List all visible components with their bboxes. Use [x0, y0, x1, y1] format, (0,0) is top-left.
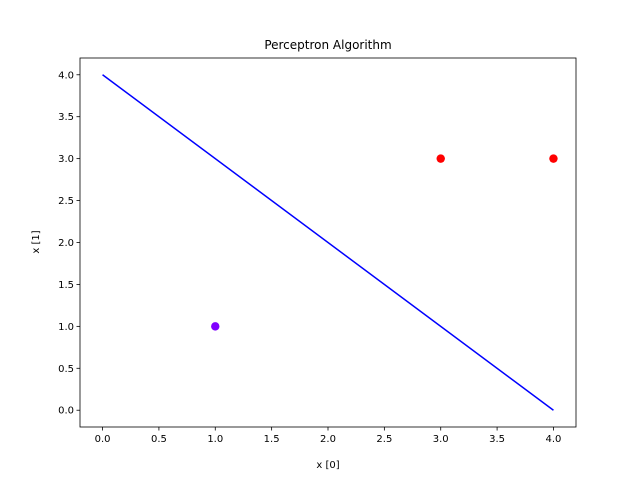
y-tick-label: 1.0: [58, 322, 74, 333]
data-point-2: [436, 154, 445, 163]
x-tick-label: 3.5: [489, 434, 505, 445]
y-tick-label: 2.0: [58, 238, 74, 249]
y-tick-label: 3.0: [58, 154, 74, 165]
y-tick-label: 1.5: [58, 280, 74, 291]
x-tick-label: 2.5: [376, 434, 392, 445]
plot-area: [79, 57, 577, 428]
x-tick-label: 0.5: [151, 434, 167, 445]
plot-frame: [79, 57, 577, 428]
x-axis-ticks: 0.0 0.5 1.0 1.5 2.0 2.5 3.0 3.5 4.0: [95, 427, 562, 445]
chart-title: Perceptron Algorithm: [264, 38, 391, 52]
x-tick-label: 0.0: [95, 434, 111, 445]
data-points-layer: [211, 154, 558, 331]
x-axis-label: x [0]: [316, 460, 339, 471]
y-tick-label: 0.5: [58, 364, 74, 375]
y-tick-label: 0.0: [58, 406, 74, 417]
decision-boundary-line: [102, 74, 554, 411]
y-tick-label: 2.5: [58, 196, 74, 207]
x-tick-label: 3.0: [433, 434, 449, 445]
x-tick-label: 1.5: [264, 434, 280, 445]
data-point-3: [549, 154, 558, 163]
y-tick-label: 3.5: [58, 112, 74, 123]
x-tick-label: 2.0: [320, 434, 336, 445]
y-tick-label: 4.0: [58, 70, 74, 81]
x-tick-label: 4.0: [546, 434, 562, 445]
y-axis-label: x [1]: [31, 230, 42, 253]
y-axis-ticks: 0.0 0.5 1.0 1.5 2.0 2.5 3.0 3.5 4.0: [58, 70, 80, 417]
x-tick-label: 1.0: [207, 434, 223, 445]
decision-boundary-layer: [102, 74, 554, 411]
data-point-1: [211, 322, 220, 331]
